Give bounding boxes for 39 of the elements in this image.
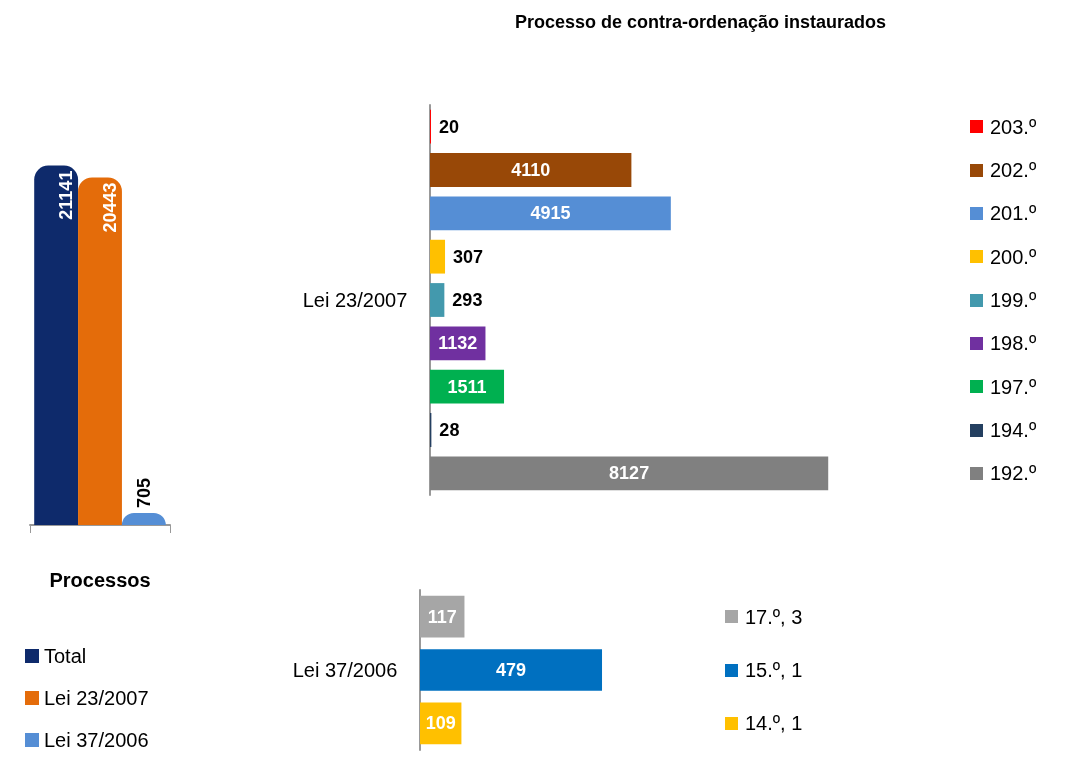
bar bbox=[430, 196, 671, 231]
y-tick-label: 201.º bbox=[990, 202, 1037, 225]
data-label: 20 bbox=[438, 116, 460, 137]
y-tick-label: 202.º bbox=[990, 159, 1037, 181]
data-label: 293 bbox=[452, 290, 483, 310]
data-label: 28 bbox=[439, 420, 460, 440]
y-tick-label: 197.º bbox=[990, 375, 1037, 398]
y-tick-label: 192.º bbox=[990, 462, 1037, 485]
data-label: 479 bbox=[495, 660, 527, 680]
data-label: 1511 bbox=[447, 376, 487, 397]
data-label: 8127 bbox=[609, 463, 650, 484]
y-axis-title: Lei 23/2007 bbox=[302, 289, 408, 311]
legend-label: Lei 23/2007 bbox=[44, 687, 149, 709]
y-tick-label: 199.º bbox=[990, 289, 1037, 311]
data-label: 21141 bbox=[56, 170, 77, 220]
y-tick-label: 14.º, 1 bbox=[745, 712, 803, 735]
x-axis-title: Processos bbox=[49, 569, 151, 591]
legend-label: Lei 37/2006 bbox=[44, 729, 149, 751]
y-tick-label: 15.º, 1 bbox=[745, 659, 803, 681]
data-label: 20443 bbox=[100, 182, 120, 233]
data-label: 109 bbox=[425, 713, 456, 734]
bar bbox=[430, 239, 446, 274]
data-label: 4915 bbox=[530, 203, 571, 224]
bar bbox=[430, 456, 829, 491]
y-tick-label: 203.º bbox=[990, 115, 1037, 138]
y-tick-label: 198.º bbox=[990, 332, 1037, 355]
data-label: 4110 bbox=[511, 160, 551, 180]
chart-title: Processo de contra-ordenação instaurados bbox=[515, 12, 887, 32]
y-tick-label: 194.º bbox=[990, 419, 1037, 441]
y-tick-label: 17.º, 3 bbox=[745, 605, 803, 628]
data-label: 117 bbox=[427, 606, 457, 627]
bar bbox=[430, 283, 445, 317]
y-tick-label: 200.º bbox=[990, 245, 1037, 268]
data-label: 1132 bbox=[438, 333, 478, 354]
data-label: 705 bbox=[133, 477, 154, 509]
y-axis-title: Lei 37/2006 bbox=[292, 659, 398, 681]
bar bbox=[430, 153, 632, 187]
legend-label: Total bbox=[44, 645, 87, 667]
data-label: 307 bbox=[453, 246, 484, 267]
